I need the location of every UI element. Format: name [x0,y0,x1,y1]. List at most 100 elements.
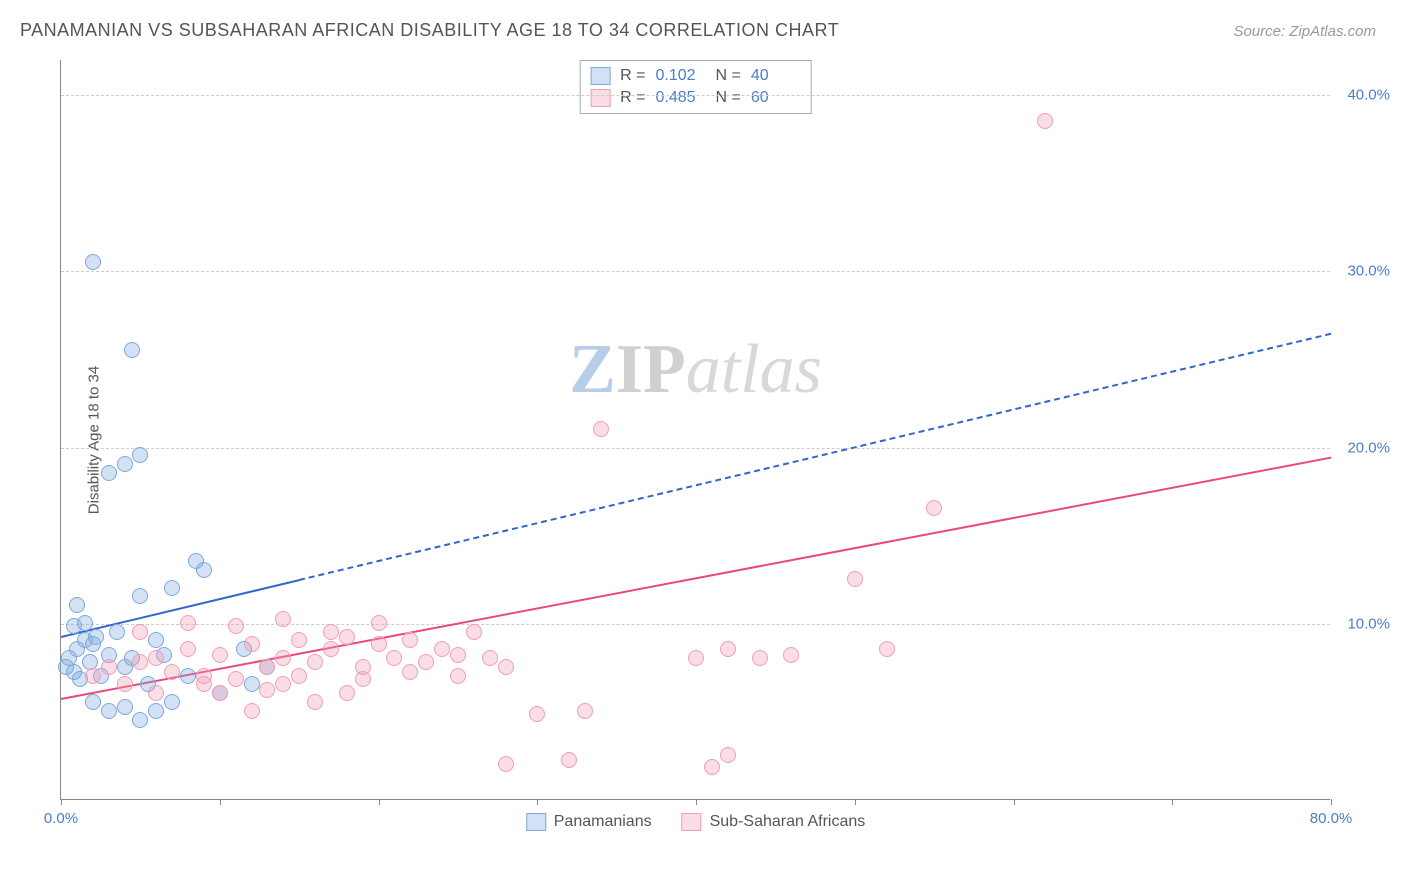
data-point [69,597,85,613]
data-point [529,706,545,722]
data-point [109,624,125,640]
data-point [164,664,180,680]
data-point [498,756,514,772]
data-point [164,694,180,710]
data-point [228,618,244,634]
n-value: 40 [751,67,801,85]
r-label: R = [620,67,645,85]
y-tick-label: 10.0% [1347,615,1390,632]
data-point [482,650,498,666]
x-tick [1014,799,1015,805]
data-point [66,618,82,634]
gridline [61,448,1330,449]
gridline [61,95,1330,96]
data-point [926,500,942,516]
x-tick-label: 80.0% [1310,810,1353,827]
r-label: R = [620,89,645,107]
n-value: 60 [751,89,801,107]
data-point [196,676,212,692]
x-tick [696,799,697,805]
data-point [117,456,133,472]
data-point [561,752,577,768]
data-point [577,703,593,719]
data-point [228,671,244,687]
data-point [244,703,260,719]
data-point [148,650,164,666]
watermark: ZIPatlas [569,330,822,410]
stats-row: R = 0.485 N = 60 [590,87,801,109]
legend-swatch [526,813,546,831]
data-point [720,641,736,657]
data-point [355,671,371,687]
data-point [244,676,260,692]
data-point [117,676,133,692]
x-tick [61,799,62,805]
data-point [386,650,402,666]
x-tick [1331,799,1332,805]
data-point [124,342,140,358]
data-point [879,641,895,657]
data-point [402,632,418,648]
r-value: 0.485 [656,89,706,107]
data-point [259,659,275,675]
n-label: N = [716,89,741,107]
data-point [783,647,799,663]
gridline [61,624,1330,625]
y-tick-label: 40.0% [1347,87,1390,104]
data-point [339,629,355,645]
data-point [593,421,609,437]
trend-line [299,333,1331,581]
data-point [275,650,291,666]
data-point [307,694,323,710]
stats-swatch [590,67,610,85]
data-point [339,685,355,701]
data-point [196,562,212,578]
data-point [704,759,720,775]
n-label: N = [716,67,741,85]
legend-item: Sub-Saharan Africans [682,813,866,831]
legend-label: Sub-Saharan Africans [710,813,866,831]
x-tick [220,799,221,805]
data-point [498,659,514,675]
data-point [752,650,768,666]
data-point [180,615,196,631]
data-point [212,685,228,701]
data-point [688,650,704,666]
data-point [180,641,196,657]
stats-swatch [590,89,610,107]
plot-area: ZIPatlas R =0.102N =40R =0.485N =60 Pana… [60,60,1330,800]
chart-header: PANAMANIAN VS SUBSAHARAN AFRICAN DISABIL… [0,0,1406,51]
data-point [275,611,291,627]
data-point [291,632,307,648]
data-point [212,647,228,663]
data-point [418,654,434,670]
data-point [148,703,164,719]
data-point [450,647,466,663]
data-point [85,694,101,710]
data-point [132,712,148,728]
legend: Panamanians Sub-Saharan Africans [526,813,866,831]
r-value: 0.102 [656,67,706,85]
data-point [132,588,148,604]
legend-item: Panamanians [526,813,652,831]
stats-box: R = 0.102 N = 40 R = 0.485 N = 60 [579,60,812,114]
legend-swatch [682,813,702,831]
data-point [132,654,148,670]
data-point [371,636,387,652]
data-point [85,254,101,270]
x-tick-label: 0.0% [44,810,78,827]
data-point [180,668,196,684]
y-tick-label: 20.0% [1347,439,1390,456]
data-point [466,624,482,640]
gridline [61,271,1330,272]
chart-container: Disability Age 18 to 34 ZIPatlas R =0.10… [50,60,1370,820]
data-point [88,629,104,645]
data-point [307,654,323,670]
data-point [259,682,275,698]
y-tick-label: 30.0% [1347,263,1390,280]
data-point [101,703,117,719]
data-point [323,641,339,657]
x-tick [855,799,856,805]
x-tick [379,799,380,805]
data-point [101,659,117,675]
